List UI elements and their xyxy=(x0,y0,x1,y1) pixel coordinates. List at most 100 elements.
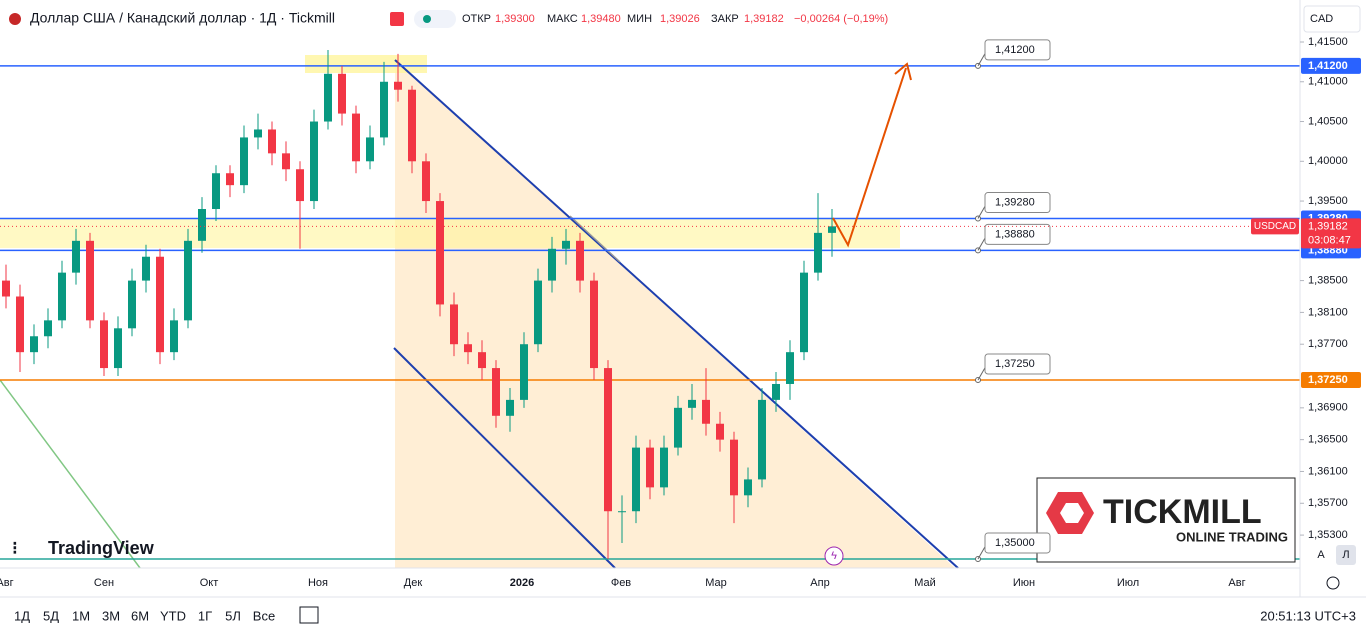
candle-body xyxy=(366,137,374,162)
range-button[interactable]: 1Г xyxy=(198,608,212,623)
candle-body xyxy=(2,280,10,297)
candle-body xyxy=(394,81,402,90)
callout-label: 1,39280 xyxy=(995,196,1035,208)
candle-body xyxy=(548,248,556,281)
callout-box xyxy=(984,192,1051,214)
candle-body xyxy=(702,399,710,424)
candle-body xyxy=(100,320,108,369)
candle-body xyxy=(156,256,164,353)
broker-tagline: ONLINE TRADING xyxy=(1176,529,1288,544)
ohlc-value: 1,39182 xyxy=(744,13,784,25)
symbol-tag-label: USDCAD xyxy=(1254,221,1296,232)
candle-body xyxy=(184,240,192,321)
range-button[interactable]: 1Д xyxy=(14,608,30,623)
y-tick-label: 1,39500 xyxy=(1308,195,1348,207)
ohlc-change: −0,00264 (−0,19%) xyxy=(794,13,888,25)
candle-body xyxy=(828,226,836,233)
clock: 20:51:13 UTC+3 xyxy=(1260,608,1356,623)
callout-label: 1,35000 xyxy=(995,537,1035,549)
candle-body xyxy=(44,320,52,337)
candle-body xyxy=(86,240,94,321)
support-zone xyxy=(0,218,900,248)
x-tick-label: Апр xyxy=(810,577,829,589)
calendar-icon[interactable] xyxy=(299,606,319,624)
candle-body xyxy=(212,173,220,210)
candle-body xyxy=(380,81,388,138)
axis-level-label: 1,41200 xyxy=(1308,60,1348,72)
ohlc-value: 1,39480 xyxy=(581,13,621,25)
y-tick-label: 1,41000 xyxy=(1308,76,1348,88)
flag-button[interactable] xyxy=(390,12,404,26)
x-tick-label: Мар xyxy=(705,577,727,589)
candle-body xyxy=(646,447,654,488)
candle-body xyxy=(786,352,794,384)
y-tick-label: 1,36500 xyxy=(1308,434,1348,446)
ohlc-value: 1,39300 xyxy=(495,13,535,25)
axis-level-label: 1,37250 xyxy=(1308,374,1348,386)
axis-level-label: 1,38880 xyxy=(1308,244,1348,256)
y-tick-label: 1,36900 xyxy=(1308,402,1348,414)
candle-body xyxy=(142,256,150,281)
candle-body xyxy=(170,320,178,353)
settings-icon[interactable] xyxy=(1326,576,1340,590)
candle-body xyxy=(338,73,346,114)
arrow-head xyxy=(894,62,912,81)
x-tick-label: Окт xyxy=(200,577,219,589)
candle-body xyxy=(660,447,668,488)
candle-body xyxy=(450,304,458,345)
range-button[interactable]: 5Л xyxy=(225,608,241,623)
candle-body xyxy=(478,352,486,369)
log-button[interactable] xyxy=(1336,545,1356,565)
tv-logo-mark: ⁝ xyxy=(12,538,18,558)
ohlc-label: ЗАКР xyxy=(711,13,739,25)
last-price-box xyxy=(1301,218,1361,249)
range-button[interactable]: Все xyxy=(253,608,275,623)
callout-box xyxy=(984,532,1051,554)
y-tick-label: 1,35700 xyxy=(1308,497,1348,509)
auto-button[interactable] xyxy=(1312,545,1330,565)
candle-body xyxy=(464,344,472,353)
broker-logo-icon xyxy=(1060,503,1084,523)
y-tick-label: 1,35300 xyxy=(1308,529,1348,541)
channel-lower xyxy=(393,347,616,569)
currency-button[interactable] xyxy=(1303,5,1361,33)
y-tick-label: 1,40000 xyxy=(1308,155,1348,167)
candle-body xyxy=(716,423,724,440)
broker-logo: TICKMILL xyxy=(1103,493,1262,531)
range-button[interactable]: YTD xyxy=(160,608,186,623)
candle-body xyxy=(198,209,206,241)
candle-body xyxy=(422,161,430,202)
x-tick-label: Фев xyxy=(611,577,631,589)
range-button[interactable]: 5Д xyxy=(43,608,59,623)
candle-body xyxy=(58,272,66,321)
candle-body xyxy=(520,344,528,400)
candle-body xyxy=(576,240,584,281)
range-button[interactable]: 6М xyxy=(131,608,149,623)
candle-body xyxy=(240,137,248,186)
symbol-tag xyxy=(1251,218,1299,235)
x-tick-label: Июн xyxy=(1013,577,1035,589)
event-icon[interactable] xyxy=(824,546,844,566)
candle-body xyxy=(324,73,332,122)
trend-line xyxy=(0,379,141,569)
candle-body xyxy=(436,201,444,305)
candle-body xyxy=(534,280,542,345)
auto-label: A xyxy=(1317,549,1325,561)
candle-body xyxy=(408,89,416,162)
y-tick-label: 1,38500 xyxy=(1308,274,1348,286)
ohlc-label: ОТКР xyxy=(462,13,491,25)
range-button[interactable]: 3М xyxy=(102,608,120,623)
candles xyxy=(2,49,836,559)
symbol-title: Доллар США / Канадский доллар · 1Д · Tic… xyxy=(30,10,335,26)
callout-box xyxy=(984,353,1051,375)
status-dot xyxy=(423,15,431,23)
candle-body xyxy=(814,232,822,273)
candle-body xyxy=(632,447,640,512)
candle-body xyxy=(16,296,24,353)
x-tick-label: 2026 xyxy=(510,577,534,589)
range-button[interactable]: 1М xyxy=(72,608,90,623)
status-pill xyxy=(414,10,456,28)
resistance-zone xyxy=(305,55,427,73)
candle-body xyxy=(128,280,136,329)
candle-body xyxy=(800,272,808,353)
